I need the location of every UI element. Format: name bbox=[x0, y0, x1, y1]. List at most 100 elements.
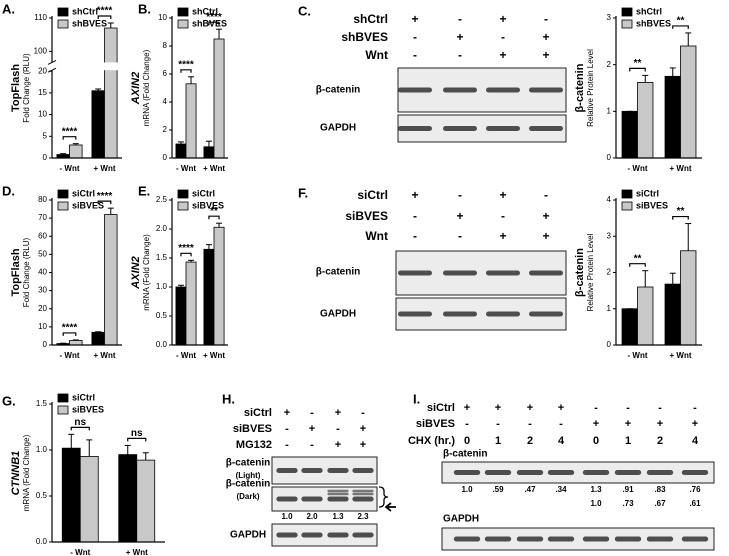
y-tick-label: 2 bbox=[163, 125, 168, 134]
x-tick-label: - Wnt bbox=[176, 164, 196, 173]
quantification: .67 bbox=[654, 499, 666, 508]
bar bbox=[185, 83, 197, 159]
condition-value: - bbox=[285, 423, 289, 435]
y-tick-label: 50 bbox=[38, 249, 47, 258]
legend-label: shBVES bbox=[72, 18, 107, 28]
condition-value: + bbox=[411, 188, 418, 202]
panel-label: D. bbox=[2, 183, 15, 198]
bar bbox=[175, 286, 187, 346]
condition-value: + bbox=[657, 418, 663, 430]
x-tick-label: + Wnt bbox=[670, 351, 692, 360]
band-sublabel: (Light) bbox=[236, 471, 261, 480]
y-tick-label: 70 bbox=[38, 213, 47, 222]
bar bbox=[61, 447, 81, 543]
y-axis-sublabel: Fold Change (RLU) bbox=[22, 237, 31, 307]
y-axis-sublabel: Relative Protein Level bbox=[586, 49, 595, 127]
quantification: .47 bbox=[524, 485, 536, 494]
y-tick-label: 3 bbox=[607, 231, 612, 240]
legend-label: siCtrl bbox=[192, 188, 215, 198]
blot-band bbox=[486, 311, 520, 317]
quantification: 1.0 bbox=[281, 512, 293, 521]
condition-label: siBVES bbox=[345, 209, 388, 223]
bar bbox=[680, 45, 697, 159]
quantification: .91 bbox=[622, 485, 634, 494]
condition-value: - bbox=[413, 209, 417, 223]
y-tick-label: 15 bbox=[38, 88, 47, 97]
condition-value: + bbox=[542, 30, 549, 44]
panel-label: A. bbox=[2, 1, 15, 16]
blot-band bbox=[398, 87, 432, 93]
bar bbox=[203, 248, 215, 346]
blot-band bbox=[327, 496, 349, 502]
blot-band bbox=[301, 496, 323, 502]
significance-bracket bbox=[97, 200, 112, 205]
bar bbox=[637, 82, 654, 159]
condition-value: 4 bbox=[558, 435, 565, 447]
legend-swatch bbox=[621, 201, 633, 211]
condition-value: - bbox=[501, 30, 505, 44]
y-axis-sublabel: mRNA (Fold Change) bbox=[142, 234, 151, 311]
y-axis-label: TopFlash bbox=[10, 248, 22, 296]
y-axis-label: AXIN2 bbox=[130, 72, 142, 105]
blot-band bbox=[486, 87, 520, 93]
blot-band bbox=[582, 470, 610, 475]
y-tick-label: 1.5 bbox=[156, 253, 168, 262]
condition-value: - bbox=[544, 12, 548, 26]
condition-value: - bbox=[458, 48, 462, 62]
blot-band bbox=[582, 536, 610, 542]
axis-break-mark bbox=[47, 59, 57, 65]
significance-bracket bbox=[208, 21, 220, 26]
blot-membrane bbox=[441, 461, 715, 484]
y-axis-label: AXIN2 bbox=[130, 256, 142, 289]
significance-label: ** bbox=[677, 16, 685, 27]
condition-value: + bbox=[456, 30, 463, 44]
condition-value: - bbox=[594, 402, 598, 414]
significance-label: **** bbox=[178, 59, 194, 70]
x-tick-label: - Wnt bbox=[176, 351, 196, 360]
bar bbox=[213, 38, 225, 159]
quantification: .34 bbox=[555, 485, 567, 494]
blot-band bbox=[681, 536, 709, 542]
y-tick-label: 60 bbox=[38, 231, 47, 240]
legend-swatch bbox=[57, 19, 69, 29]
condition-value: - bbox=[413, 30, 417, 44]
quantification: .73 bbox=[622, 499, 634, 508]
condition-value: 2 bbox=[527, 435, 533, 447]
y-tick-label: 2 bbox=[607, 60, 612, 69]
legend-swatch bbox=[177, 7, 189, 17]
bar bbox=[69, 340, 83, 346]
bar bbox=[621, 110, 638, 159]
significance-label: ns bbox=[131, 428, 143, 439]
blot-band bbox=[443, 311, 477, 317]
y-tick-label: 0.5 bbox=[36, 491, 48, 500]
condition-value: + bbox=[464, 402, 470, 414]
y-axis-sublabel: mRNA (Fold Change) bbox=[22, 434, 31, 511]
blot-band bbox=[453, 536, 481, 542]
band-label: GAPDH bbox=[320, 123, 356, 134]
panel-label: H. bbox=[222, 391, 235, 406]
condition-value: + bbox=[499, 229, 506, 243]
x-tick-label: - Wnt bbox=[70, 548, 90, 556]
condition-value: + bbox=[499, 188, 506, 202]
condition-value: - bbox=[310, 407, 314, 419]
y-tick-label: 1.0 bbox=[156, 282, 168, 291]
x-tick-label: + Wnt bbox=[203, 164, 225, 173]
y-tick-label: 1 bbox=[607, 106, 612, 115]
y-tick-label: 2 bbox=[607, 268, 612, 277]
bar bbox=[136, 459, 156, 543]
condition-value: + bbox=[542, 209, 549, 223]
x-tick-label: + Wnt bbox=[203, 351, 225, 360]
significance-label: **** bbox=[97, 6, 113, 17]
condition-value: - bbox=[285, 439, 289, 451]
legend-label: siCtrl bbox=[72, 392, 95, 402]
legend-label: siBVES bbox=[636, 200, 668, 210]
band-label: β-catenin bbox=[443, 449, 487, 460]
legend-swatch bbox=[57, 189, 69, 199]
significance-bracket bbox=[70, 426, 90, 431]
blot-band bbox=[646, 470, 674, 475]
legend-swatch bbox=[57, 393, 69, 403]
condition-value: - bbox=[310, 439, 314, 451]
y-tick-label: 80 bbox=[38, 195, 47, 204]
y-tick-label: 0.0 bbox=[156, 340, 168, 349]
